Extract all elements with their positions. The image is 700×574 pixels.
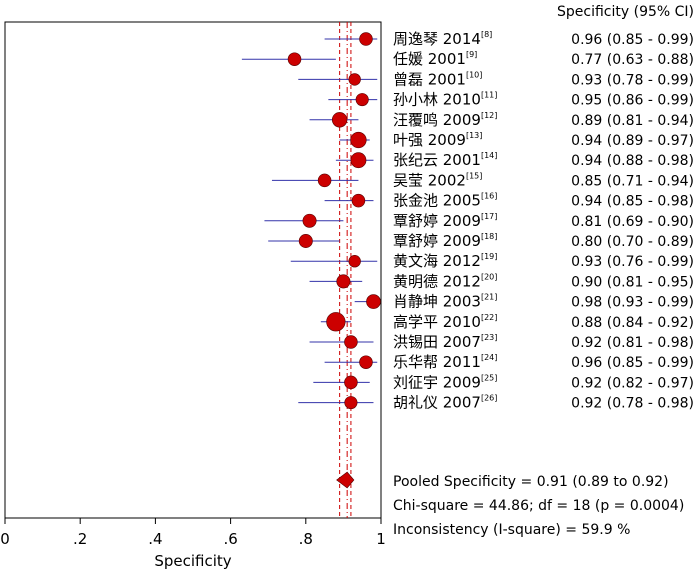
x-tick-label: .4	[148, 530, 162, 548]
study-value: 0.89 (0.81 - 0.94)	[571, 113, 694, 129]
study-label: 任媛 2001[9]	[393, 50, 477, 68]
study-label: 叶强 2009[13]	[393, 131, 482, 149]
study-point	[331, 112, 348, 128]
study-point	[344, 375, 358, 390]
study-label: 肖静坤 2003[21]	[393, 293, 497, 311]
heterogeneity-stat: Chi-square = 44.86; df = 18 (p = 0.0004)	[393, 498, 684, 514]
study-label: 汪覆鸣 2009[12]	[393, 111, 497, 129]
study-point	[355, 93, 369, 107]
study-estimates	[241, 32, 381, 410]
study-value: 0.92 (0.82 - 0.97)	[571, 375, 694, 391]
study-point	[344, 396, 358, 410]
x-axis: 0 .2 .4 .6 .8 1	[0, 518, 386, 548]
study-value: 0.77 (0.63 - 0.88)	[571, 52, 694, 68]
x-tick-label: 1	[376, 530, 386, 548]
study-point	[298, 234, 313, 248]
study-value: 0.88 (0.84 - 0.92)	[571, 315, 694, 331]
study-point	[348, 73, 361, 86]
pooled-diamond	[336, 471, 355, 489]
study-label: 乐华帮 2011[24]	[393, 353, 497, 371]
x-tick-label: 0	[0, 530, 10, 548]
study-value: 0.95 (0.86 - 0.99)	[571, 93, 694, 109]
study-value: 0.85 (0.71 - 0.94)	[571, 173, 694, 189]
study-point	[336, 274, 351, 289]
study-point	[287, 52, 302, 66]
study-labels: 周逸琴 2014[8] 任媛 2001[9] 曾磊 2001[10] 孙小林 2010…	[393, 30, 497, 412]
column-header: Specificity (95% CI)	[557, 4, 694, 20]
study-value: 0.93 (0.78 - 0.99)	[571, 72, 694, 88]
x-tick-label: .6	[223, 530, 237, 548]
study-value: 0.94 (0.85 - 0.98)	[571, 194, 694, 210]
study-label: 曾磊 2001[10]	[393, 70, 482, 88]
study-label: 孙小林 2010[11]	[393, 91, 497, 109]
study-point	[302, 213, 317, 228]
study-point	[326, 312, 346, 332]
study-value: 0.94 (0.88 - 0.98)	[571, 153, 694, 169]
study-value: 0.96 (0.85 - 0.99)	[571, 355, 694, 371]
study-value: 0.90 (0.81 - 0.95)	[571, 274, 694, 290]
study-point	[351, 193, 366, 208]
study-label: 洪锡田 2007[23]	[393, 333, 497, 351]
heterogeneity-stat: Inconsistency (I-square) = 59.9 %	[393, 522, 630, 538]
plot-border	[4, 21, 382, 519]
study-value: 0.96 (0.85 - 0.99)	[571, 32, 694, 48]
pooled-estimate	[336, 471, 355, 489]
study-value: 0.92 (0.78 - 0.98)	[571, 396, 694, 412]
x-tick-label: .8	[299, 530, 313, 548]
study-value: 0.98 (0.93 - 0.99)	[571, 295, 694, 311]
study-label: 胡礼仪 2007[26]	[393, 394, 497, 412]
study-point	[350, 152, 367, 169]
study-value: 0.80 (0.70 - 0.89)	[571, 234, 694, 250]
x-axis-label: Specificity	[154, 552, 231, 570]
study-point	[359, 32, 373, 46]
study-point	[359, 355, 373, 369]
study-point	[350, 131, 367, 149]
pooled-summary: Pooled Specificity = 0.91 (0.89 to 0.92)	[393, 474, 669, 490]
study-label: 张纪云 2001[14]	[393, 151, 497, 169]
study-label: 张金池 2005[16]	[393, 192, 497, 210]
study-label: 吴莹 2002[15]	[393, 171, 482, 189]
study-label: 覃舒婷 2009[17]	[393, 212, 497, 230]
study-label: 黄文海 2012[19]	[393, 252, 497, 270]
study-value: 0.94 (0.89 - 0.97)	[571, 133, 694, 149]
study-label: 覃舒婷 2009[18]	[393, 232, 497, 250]
study-label: 高学平 2010[22]	[393, 313, 497, 331]
study-value: 0.81 (0.69 - 0.90)	[571, 214, 694, 230]
summary-statistics: Pooled Specificity = 0.91 (0.89 to 0.92)…	[393, 474, 684, 538]
study-value: 0.93 (0.76 - 0.99)	[571, 254, 694, 270]
study-point	[348, 255, 361, 268]
study-point	[366, 294, 381, 309]
x-tick-label: .2	[73, 530, 87, 548]
plot-area	[4, 21, 382, 519]
study-label: 黄明德 2012[20]	[393, 272, 497, 290]
study-label: 周逸琴 2014[8]	[393, 30, 492, 48]
study-values: 0.96 (0.85 - 0.99) 0.77 (0.63 - 0.88) 0.93…	[571, 32, 694, 412]
study-point	[344, 335, 358, 349]
study-point	[317, 173, 332, 188]
pooled-reference-lines	[339, 22, 352, 518]
study-value: 0.92 (0.81 - 0.98)	[571, 335, 694, 351]
study-label: 刘征宇 2009[25]	[393, 373, 497, 391]
